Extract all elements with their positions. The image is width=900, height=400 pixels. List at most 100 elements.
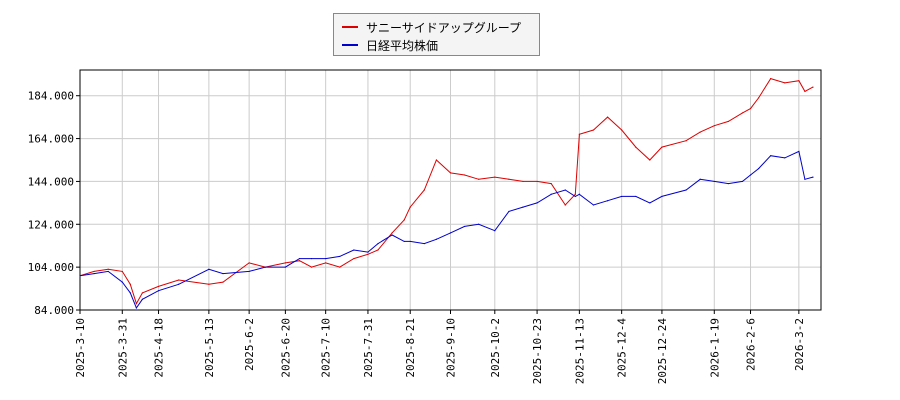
series-1-point bbox=[157, 285, 160, 288]
series-1-point bbox=[135, 302, 137, 305]
series-2-point bbox=[606, 200, 609, 202]
legend-swatch-red bbox=[342, 26, 358, 28]
series-1-point bbox=[178, 279, 180, 281]
x-tick-label: 2025-6-20 bbox=[279, 318, 292, 378]
series-1-point bbox=[536, 180, 538, 183]
series-1-point bbox=[606, 116, 609, 118]
series-2-point bbox=[749, 174, 752, 176]
series-1-point bbox=[749, 107, 752, 110]
series-1-point bbox=[804, 90, 806, 93]
series-2-point bbox=[141, 298, 144, 300]
series-1-point bbox=[564, 204, 566, 206]
series-2-point bbox=[804, 178, 806, 180]
series-2-point bbox=[741, 180, 744, 183]
series-2-point bbox=[248, 270, 250, 273]
series-1-point bbox=[129, 283, 131, 285]
x-tick-label: 2026-2-6 bbox=[745, 318, 758, 371]
series-2-point bbox=[522, 206, 524, 208]
x-tick-label: 2025-7-10 bbox=[320, 318, 333, 378]
series-1-point bbox=[661, 146, 663, 148]
x-tick-label: 2025-11-13 bbox=[573, 318, 586, 384]
series-1-point bbox=[141, 292, 144, 294]
x-tick-label: 2025-5-13 bbox=[203, 318, 216, 378]
series-2-point bbox=[121, 281, 123, 283]
series-2-point bbox=[592, 204, 595, 206]
series-1-point bbox=[578, 133, 580, 135]
series-1-point bbox=[208, 283, 210, 285]
series-1-point bbox=[463, 174, 466, 176]
series-2-point bbox=[621, 195, 623, 198]
series-1-point bbox=[494, 176, 496, 178]
series-2-point bbox=[208, 268, 210, 270]
x-tick-label: 2025-10-23 bbox=[531, 318, 544, 384]
y-tick-label: 104.000 bbox=[28, 261, 74, 274]
series-2-point bbox=[135, 307, 137, 309]
series-2-point bbox=[699, 178, 701, 180]
series-2-point bbox=[812, 176, 814, 178]
series-2-point bbox=[649, 202, 651, 204]
series-1-point bbox=[685, 140, 687, 142]
series-1-point bbox=[377, 249, 379, 251]
series-1-point bbox=[757, 97, 760, 99]
x-tick-label: 2025-3-10 bbox=[74, 318, 87, 378]
series-2-point bbox=[367, 251, 369, 253]
series-1-point bbox=[522, 180, 524, 183]
series-1-point bbox=[248, 262, 250, 264]
series-2-point bbox=[463, 225, 466, 228]
series-1-point bbox=[621, 129, 623, 131]
series-1-point bbox=[353, 257, 355, 260]
x-tick-label: 2025-12-24 bbox=[656, 318, 669, 385]
series-2-point bbox=[178, 283, 180, 285]
series-1-point bbox=[449, 172, 452, 174]
series-1-point bbox=[403, 219, 405, 221]
series-1-point bbox=[435, 159, 438, 161]
series-2-point bbox=[93, 272, 95, 275]
series-1-point bbox=[93, 270, 95, 273]
series-2-point bbox=[403, 240, 405, 243]
x-tick-label: 2025-7-31 bbox=[362, 318, 375, 378]
series-2-point bbox=[222, 272, 224, 275]
series-2-point bbox=[574, 195, 576, 198]
x-tick-label: 2025-4-18 bbox=[153, 318, 166, 378]
series-2-point bbox=[409, 240, 411, 243]
series-2-point bbox=[564, 189, 566, 191]
series-1-point bbox=[409, 206, 411, 208]
x-tick-label: 2025-12-4 bbox=[616, 318, 629, 378]
series-2-point bbox=[377, 242, 379, 245]
x-tick-label: 2025-8-21 bbox=[404, 318, 417, 378]
legend: サニーサイドアップグループ 日経平均株価 bbox=[333, 13, 540, 56]
x-axis: 2025-3-10 2025-3-31 2025-4-18 2025-5-13 2025… bbox=[74, 310, 806, 384]
series-2-point bbox=[713, 180, 715, 183]
x-tick-label: 2025-6-2 bbox=[243, 318, 256, 371]
x-tick-label: 2025-10-2 bbox=[489, 318, 502, 378]
y-tick-label: 184.000 bbox=[28, 90, 74, 103]
y-axis: 84.000 104.000 124.000 144.000 164.000 184.00… bbox=[28, 90, 80, 317]
y-tick-label: 164.000 bbox=[28, 133, 74, 146]
y-tick-label: 144.000 bbox=[28, 175, 74, 188]
series-2-point bbox=[353, 249, 355, 251]
series-1-point bbox=[574, 193, 576, 195]
legend-swatch-blue bbox=[342, 44, 358, 46]
series-1-point bbox=[222, 281, 224, 283]
series-1-point bbox=[107, 268, 109, 270]
series-2-point bbox=[578, 193, 580, 195]
series-2-point bbox=[435, 238, 438, 240]
series-1-point bbox=[727, 120, 729, 123]
series-1-point bbox=[391, 232, 393, 234]
series-2-point bbox=[157, 290, 160, 292]
legend-item-series-2: 日経平均株価 bbox=[342, 36, 438, 54]
x-tick-label: 2026-1-19 bbox=[708, 318, 721, 378]
series-1-point bbox=[798, 80, 800, 82]
series-2-point bbox=[635, 195, 637, 198]
x-tick-label: 2025-9-10 bbox=[445, 318, 458, 378]
series-1-point bbox=[508, 178, 510, 180]
series-2-point bbox=[264, 266, 266, 268]
series-1-point bbox=[423, 189, 425, 191]
series-1-point bbox=[325, 262, 327, 264]
series-2-point bbox=[449, 232, 452, 234]
series-1-point bbox=[592, 129, 595, 131]
y-tick-label: 84.000 bbox=[34, 304, 74, 317]
series-2-point bbox=[536, 202, 538, 204]
y-tick-label: 124.000 bbox=[28, 218, 74, 231]
series-2-point bbox=[727, 182, 729, 185]
